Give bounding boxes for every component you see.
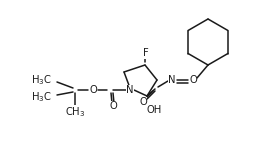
Text: N: N: [126, 85, 134, 95]
Text: N: N: [168, 75, 176, 85]
Text: CH$_3$: CH$_3$: [65, 105, 85, 119]
Text: O: O: [139, 97, 147, 107]
Text: O: O: [189, 75, 197, 85]
Text: H$_3$C: H$_3$C: [31, 73, 52, 87]
Text: OH: OH: [146, 105, 162, 115]
Text: O: O: [89, 85, 97, 95]
Text: H$_3$C: H$_3$C: [31, 90, 52, 104]
Text: O: O: [109, 101, 117, 111]
Text: F: F: [143, 48, 149, 58]
